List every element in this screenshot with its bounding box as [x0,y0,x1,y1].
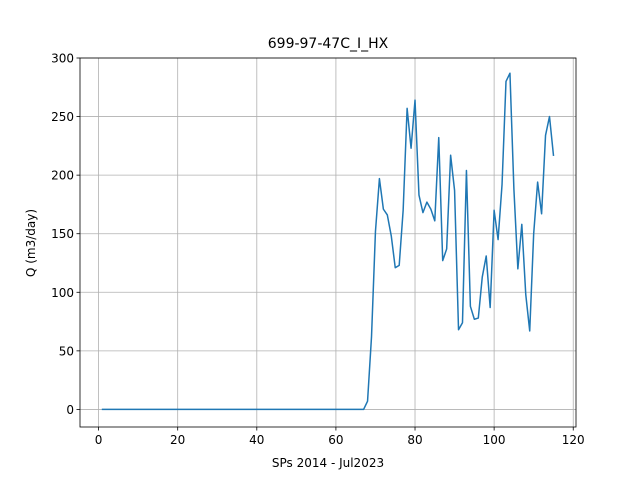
y-tick-label: 300 [51,52,74,66]
axes-frame [79,57,577,428]
x-axis-label: SPs 2014 - Jul2023 [272,456,384,470]
chart-title: 699-97-47C_I_HX [268,36,389,52]
y-tick-label: 100 [51,286,74,300]
y-axis-label: Q (m3/day) [24,209,38,277]
y-tick-label: 250 [51,110,74,124]
x-tick-label: 100 [483,433,506,447]
y-tick-label: 50 [59,344,74,358]
plot-frame [79,57,577,428]
x-tick-label: 40 [249,433,264,447]
x-tick-label: 0 [95,433,103,447]
x-tick-label: 120 [562,433,585,447]
x-tick-label: 60 [328,433,343,447]
series-line [101,72,555,411]
x-tick-label: 20 [170,433,185,447]
y-tick-label: 0 [66,403,74,417]
y-tick-label: 200 [51,169,74,183]
y-tick-label: 150 [51,227,74,241]
axis-ticks: 0 20 40 60 80 100 120 0 50 100 150 200 250 300 [51,52,585,448]
series-line-group [101,72,555,411]
x-tick-label: 80 [407,433,422,447]
